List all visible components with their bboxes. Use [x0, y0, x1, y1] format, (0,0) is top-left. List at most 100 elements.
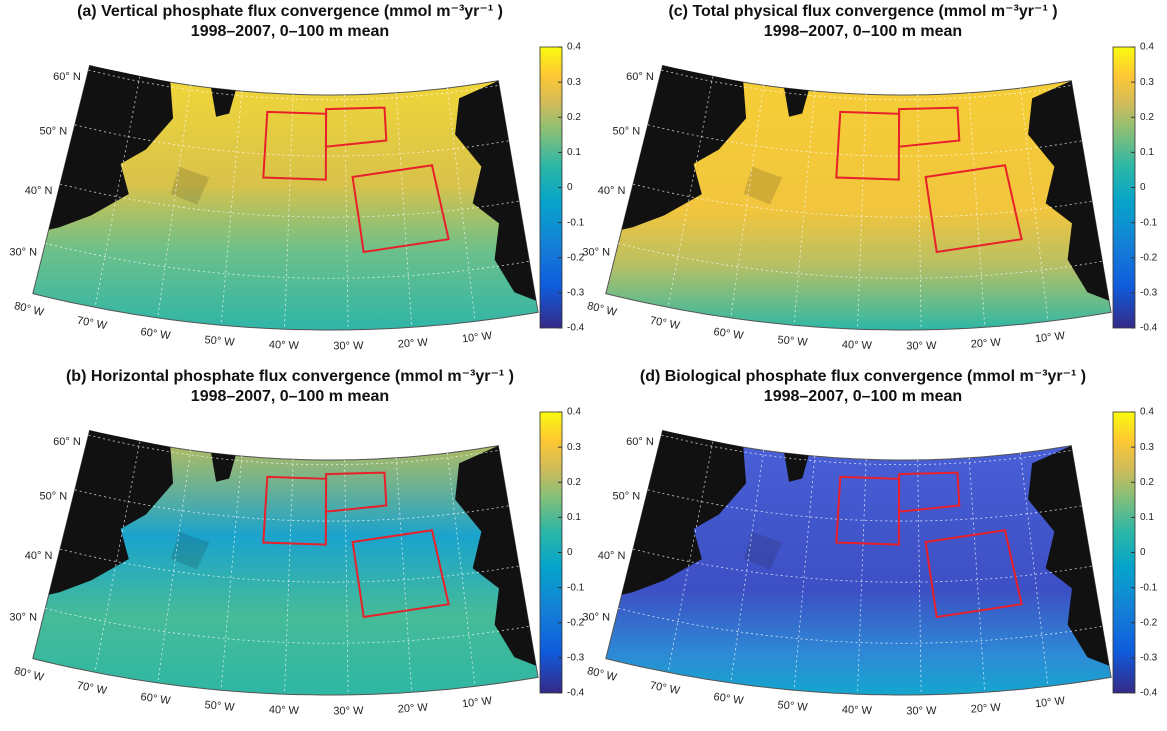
graticule: [618, 243, 1103, 279]
colorbar-tick-label: -0.1: [1140, 582, 1158, 593]
study-region: [262, 475, 328, 546]
colorbar-tick-label: 0: [567, 547, 573, 558]
graticule: [661, 434, 1073, 466]
land: [211, 87, 236, 117]
study-region: [324, 106, 388, 148]
lat-label: 60° N: [626, 436, 654, 448]
colorbar-tick-label: -0.2: [1140, 252, 1158, 263]
colorbar-tick-label: 0.4: [567, 407, 581, 418]
lon-label: 10° W: [461, 695, 493, 711]
colorbar-tick-label: -0.4: [1140, 688, 1158, 699]
colorbar-tick-label: 0.3: [1140, 442, 1154, 453]
lat-label: 50° N: [40, 491, 68, 503]
study-region: [324, 471, 388, 513]
colorbar-tick-label: 0.3: [567, 77, 581, 88]
panel-title: (d) Biological phosphate flux convergenc…: [640, 368, 1086, 385]
land: [1028, 445, 1110, 666]
lon-label: 70° W: [649, 680, 681, 698]
lon-label: 60° W: [713, 326, 745, 342]
study-region: [262, 110, 328, 181]
lon-label: 50° W: [777, 699, 809, 714]
lon-label: 30° W: [333, 340, 364, 352]
graticule: [220, 91, 243, 326]
graticule: [1019, 453, 1049, 687]
colorbar-tick-label: -0.1: [1140, 217, 1158, 228]
lon-label: 20° W: [970, 337, 1001, 351]
study-region: [897, 106, 961, 148]
panel-title: (a) Vertical phosphate flux convergence …: [77, 3, 503, 20]
lon-label: 30° W: [906, 340, 937, 352]
colorbar-tick-label: -0.4: [567, 688, 585, 699]
land: [455, 445, 537, 666]
study-region: [351, 529, 450, 619]
colorbar-tick-label: -0.1: [567, 217, 585, 228]
lon-label: 50° W: [777, 334, 809, 349]
lon-label: 80° W: [13, 665, 46, 684]
panel-subtitle: 1998–2007, 0–100 m mean: [764, 23, 962, 40]
colorbar-tick-label: 0.3: [567, 442, 581, 453]
lon-label: 80° W: [13, 300, 46, 319]
lon-label: 50° W: [204, 699, 236, 714]
colorbar-tick-label: 0.2: [1140, 112, 1154, 123]
graticule: [94, 76, 141, 308]
graticule: [857, 94, 867, 330]
lon-label: 10° W: [461, 330, 493, 346]
study-region: [835, 475, 901, 546]
colorbar-tick-label: 0.4: [1140, 407, 1154, 418]
colorbar-tick-label: 0.4: [567, 42, 581, 53]
colorbar-tick-label: -0.2: [1140, 617, 1158, 628]
lon-label: 60° W: [140, 691, 172, 707]
colorbar-tick-label: 0: [567, 182, 573, 193]
colorbar-tick-label: 0.2: [567, 477, 581, 488]
graticule: [793, 91, 816, 326]
colorbar-tick-label: 0.2: [1140, 477, 1154, 488]
lon-label: 60° W: [140, 326, 172, 342]
lat-label: 40° N: [25, 550, 53, 562]
lon-label: 20° W: [970, 702, 1001, 716]
graticule: [730, 450, 765, 683]
panel: (d) Biological phosphate flux convergenc…: [582, 368, 1157, 717]
graticule: [661, 69, 1073, 101]
graticule: [968, 457, 986, 693]
graticule: [45, 243, 530, 279]
lat-label: 40° N: [598, 185, 626, 197]
graticule: [667, 76, 714, 308]
lon-label: 40° W: [269, 339, 300, 352]
lon-label: 70° W: [649, 315, 681, 333]
graticule: [157, 85, 192, 318]
lat-label: 40° N: [598, 550, 626, 562]
graticule: [88, 69, 500, 101]
graticule: [395, 92, 413, 328]
lat-label: 50° N: [40, 126, 68, 138]
lat-label: 60° N: [53, 71, 81, 83]
land: [170, 166, 210, 205]
lat-label: 60° N: [626, 71, 654, 83]
lat-label: 50° N: [613, 491, 641, 503]
graticule: [220, 456, 243, 691]
colorbar-tick-label: -0.2: [567, 617, 585, 628]
panel: (b) Horizontal phosphate flux convergenc…: [9, 368, 584, 717]
land: [170, 531, 210, 570]
graticule: [88, 434, 500, 466]
colorbar-tick-label: 0.3: [1140, 77, 1154, 88]
panel-subtitle: 1998–2007, 0–100 m mean: [764, 388, 962, 405]
lon-label: 80° W: [586, 300, 619, 319]
colorbar-tick-label: 0: [1140, 182, 1146, 193]
graticule: [344, 94, 349, 330]
panel-title: (b) Horizontal phosphate flux convergenc…: [66, 368, 514, 385]
colorbar-tick-label: 0.1: [567, 147, 581, 158]
lon-label: 70° W: [76, 315, 108, 333]
colorbar-tick-label: -0.4: [1140, 323, 1158, 334]
land: [455, 80, 537, 301]
lon-label: 30° W: [906, 705, 937, 717]
graticule: [284, 94, 294, 330]
colorbar-tick-label: -0.3: [1140, 653, 1158, 664]
lon-label: 40° W: [842, 704, 873, 717]
colorbar-tick-label: -0.4: [567, 323, 585, 334]
colorbar-tick-label: -0.2: [567, 252, 585, 263]
lon-label: 40° W: [269, 704, 300, 717]
lon-label: 10° W: [1034, 695, 1066, 711]
graticule: [618, 608, 1103, 644]
graticule: [45, 608, 530, 644]
